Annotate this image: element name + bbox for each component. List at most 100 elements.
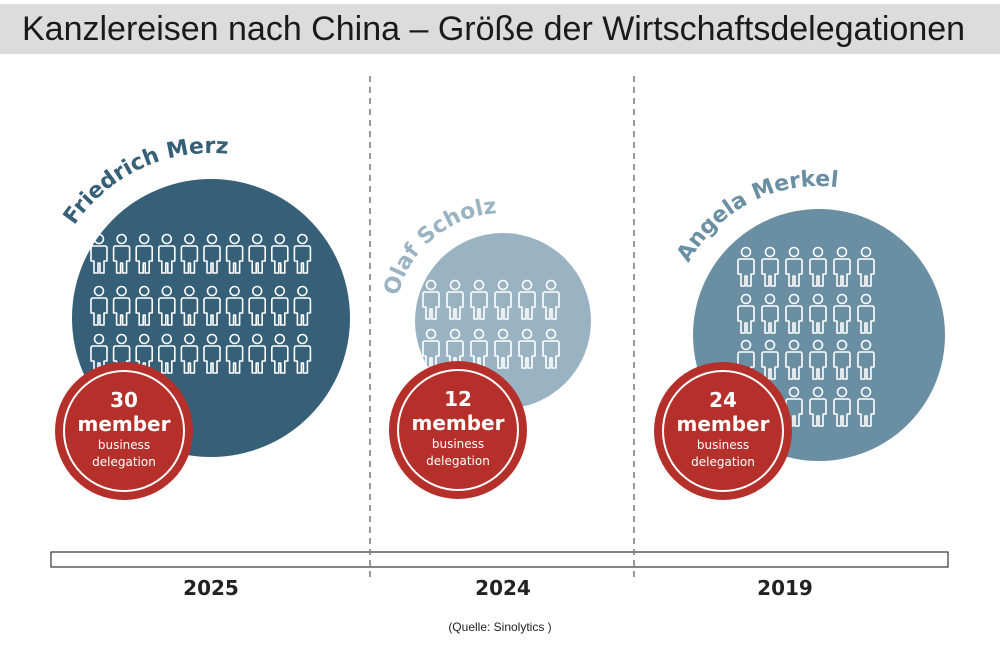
source-note: (Quelle: Sinolytics ) xyxy=(448,620,552,634)
person-body xyxy=(761,258,779,287)
person-body xyxy=(270,245,289,274)
person-body xyxy=(518,291,536,320)
person-head xyxy=(545,279,557,291)
person-icon xyxy=(135,333,153,374)
person-body xyxy=(809,258,827,287)
person-body xyxy=(857,398,875,427)
person-head xyxy=(788,339,800,351)
person-head xyxy=(836,386,848,398)
pictogram-grid xyxy=(737,246,875,427)
person-icon xyxy=(446,279,464,320)
badge-ring xyxy=(63,370,185,492)
person-icon xyxy=(518,279,536,320)
person-body xyxy=(809,351,827,380)
person-body xyxy=(293,297,312,326)
person-icon xyxy=(180,233,199,274)
person-icon xyxy=(270,233,289,274)
person-icon xyxy=(542,328,560,369)
person-icon xyxy=(446,328,464,369)
person-icon xyxy=(809,339,827,380)
person-head xyxy=(206,285,218,297)
person-head xyxy=(206,333,218,345)
person-icon xyxy=(203,285,221,326)
person-head xyxy=(788,386,800,398)
person-head xyxy=(184,285,195,297)
person-head xyxy=(521,328,533,340)
person-head xyxy=(860,339,872,351)
person-head xyxy=(251,285,263,297)
person-head xyxy=(229,285,240,297)
person-head xyxy=(138,285,150,297)
person-icon xyxy=(270,333,289,374)
person-icon xyxy=(422,328,440,369)
person-body xyxy=(833,258,851,287)
person-body xyxy=(180,297,199,326)
person-head xyxy=(93,285,105,297)
person-icon xyxy=(857,246,875,287)
person-head xyxy=(740,339,752,351)
person-icon xyxy=(785,339,803,380)
person-head xyxy=(93,333,105,345)
person-head xyxy=(206,233,218,245)
person-icon xyxy=(518,328,536,369)
person-icon xyxy=(542,279,560,320)
badge-count: 30 xyxy=(110,388,138,412)
person-body xyxy=(737,258,755,287)
person-icon xyxy=(158,333,176,374)
person-head xyxy=(764,339,776,351)
person-body xyxy=(470,291,488,320)
person-icon xyxy=(857,386,875,427)
person-head xyxy=(116,233,127,245)
person-body xyxy=(809,398,827,427)
person-head xyxy=(497,279,509,291)
title-bar: Kanzlereisen nach China – Größe der Wirt… xyxy=(0,4,1000,54)
person-body xyxy=(422,291,440,320)
person-head xyxy=(297,233,308,245)
person-icon xyxy=(203,333,221,374)
person-body xyxy=(135,345,153,374)
person-body xyxy=(857,258,875,287)
person-body xyxy=(833,305,851,334)
badge-ring xyxy=(662,370,784,492)
person-head xyxy=(184,233,195,245)
year-label: 2024 xyxy=(475,576,531,600)
person-body xyxy=(737,305,755,334)
person-head xyxy=(297,285,308,297)
person-head xyxy=(274,333,286,345)
person-icon xyxy=(293,333,312,374)
person-body xyxy=(833,398,851,427)
person-body xyxy=(857,351,875,380)
person-icon xyxy=(761,246,779,287)
person-icon xyxy=(785,386,803,427)
person-icon xyxy=(225,285,244,326)
person-body xyxy=(293,345,312,374)
person-icon xyxy=(833,386,851,427)
person-icon xyxy=(158,285,176,326)
person-icon xyxy=(135,233,153,274)
person-body xyxy=(248,245,266,274)
person-head xyxy=(297,333,308,345)
person-body xyxy=(422,340,440,369)
person-icon xyxy=(857,339,875,380)
badge-unit: member xyxy=(78,412,171,436)
badge-circle xyxy=(389,361,527,499)
person-body xyxy=(248,297,266,326)
person-body xyxy=(158,297,176,326)
person-head xyxy=(251,233,263,245)
person-head xyxy=(497,328,509,340)
person-body xyxy=(203,297,221,326)
person-body xyxy=(180,245,199,274)
person-icon xyxy=(112,233,131,274)
person-body xyxy=(785,398,803,427)
person-head xyxy=(836,339,848,351)
person-icon xyxy=(112,285,131,326)
person-head xyxy=(116,333,127,345)
person-body xyxy=(542,291,560,320)
person-icon xyxy=(225,333,244,374)
person-body xyxy=(446,291,464,320)
person-body xyxy=(180,345,199,374)
person-icon xyxy=(270,285,289,326)
